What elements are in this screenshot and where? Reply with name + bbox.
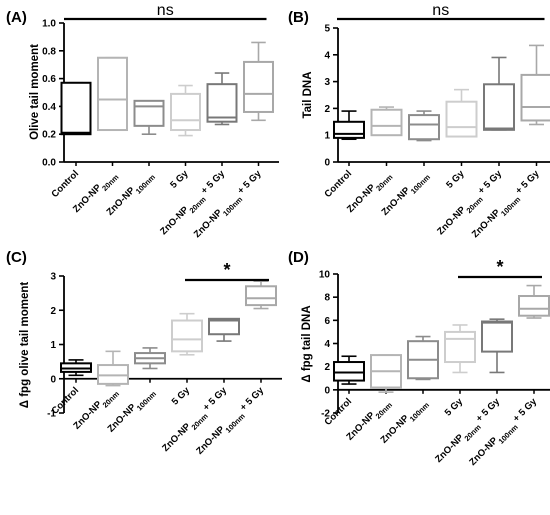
panel-letter: (B) (288, 9, 309, 26)
category-main-text: Control (322, 168, 354, 200)
box-iqr (97, 56, 128, 132)
y-tick-label: 6 (324, 316, 330, 327)
y-tick-label: -1 (47, 409, 56, 420)
significance-label: ns (157, 2, 174, 19)
category-main-text: 5 Gy (170, 385, 193, 408)
box-iqr (170, 92, 201, 132)
y-tick-label: 0 (50, 374, 56, 385)
y-tick-label: 3 (50, 272, 56, 283)
y-tick-label: 0.0 (42, 158, 56, 169)
box-iqr (245, 285, 277, 307)
y-tick-label: 0 (324, 385, 330, 396)
x-category-label: ZnO-NP20nm + 5 Gy (433, 396, 505, 468)
box-iqr (171, 319, 203, 353)
box-iqr (408, 114, 440, 141)
category-main-text: Control (49, 385, 81, 417)
x-category-label: ZnO-NP100nm + 5 Gy (194, 385, 269, 460)
y-tick-label: 1 (324, 131, 330, 142)
category-subscript-text: 100nm (134, 389, 157, 412)
category-subscript-text: 20nm (374, 172, 394, 192)
y-tick-label: 2 (50, 306, 56, 317)
significance-label: * (223, 260, 230, 280)
category-subscript-text: 20nm (100, 389, 120, 409)
y-tick-label: 1.0 (42, 19, 56, 30)
y-axis-label: Δ fpg olive tail moment (19, 282, 31, 409)
chart-panel-4: (D)Δ fpg tail DNA-20246810ControlZnO-NP2… (288, 249, 550, 471)
chart-panel-3: (C) Δ fpg olive tail moment -1 0 1 2 3 Control Z… (6, 249, 282, 460)
y-tick-label: 0 (324, 158, 330, 169)
category-tail-text: + 5 Gy (199, 385, 230, 416)
box-iqr (520, 73, 550, 122)
y-tick-label: 0.8 (42, 46, 56, 57)
category-tail-text: + 5 Gy (512, 168, 543, 199)
category-subscript-text: 100nm (407, 400, 430, 423)
category-tail-text: + 5 Gy (472, 396, 503, 427)
y-axis-label: Tail DNA (302, 71, 314, 118)
x-category-label: Control (49, 168, 81, 200)
category-tail-text: + 5 Gy (234, 168, 265, 199)
panel-letter: (A) (6, 9, 27, 26)
category-tail-text: + 5 Gy (236, 385, 267, 416)
box-iqr (370, 108, 403, 137)
y-tick-label: 0.2 (42, 130, 56, 141)
y-tick-label: 8 (324, 293, 330, 304)
category-subscript-text: 20nm (100, 172, 120, 192)
y-tick-label: 4 (324, 339, 330, 350)
y-tick-label: 4 (324, 50, 330, 61)
box-iqr (60, 81, 92, 136)
y-axis-label: Δ fpg tail DNA (301, 305, 313, 382)
box-iqr (444, 330, 476, 364)
y-tick-label: -2 (321, 409, 330, 420)
y-tick-label: 3 (324, 77, 330, 88)
box-iqr (133, 99, 165, 127)
chart-panel-2: (B)Tail DNA012345ControlZnO-NP20nmZnO-NP… (288, 2, 550, 243)
y-tick-label: 2 (324, 104, 330, 115)
box-iqr (445, 100, 478, 138)
box-iqr (333, 120, 365, 139)
y-tick-label: 0.4 (42, 102, 56, 113)
x-category-label: 5 Gy (168, 168, 191, 191)
box-iqr (333, 361, 365, 382)
box-iqr (206, 83, 238, 123)
x-category-label: 5 Gy (443, 396, 466, 419)
category-main-text: 5 Gy (443, 396, 466, 419)
box-iqr (243, 60, 274, 113)
x-category-label: 5 Gy (170, 385, 193, 408)
box-iqr (483, 83, 515, 131)
significance-label: * (496, 257, 503, 277)
x-category-label: Control (49, 385, 81, 417)
category-main-text: Control (49, 168, 81, 200)
panel-letter: (D) (288, 249, 309, 266)
x-category-label: Control (322, 168, 354, 200)
box-iqr (208, 317, 240, 336)
y-axis-label: Olive tail moment (29, 44, 41, 140)
x-category-label: ZnO-NP100nm + 5 Gy (192, 168, 267, 243)
x-category-label: ZnO-NP100nm + 5 Gy (467, 396, 542, 471)
panel-letter: (C) (6, 249, 27, 266)
category-main-text: 5 Gy (444, 168, 467, 191)
category-main-text: 5 Gy (168, 168, 191, 191)
category-subscript-text: 100nm (408, 172, 431, 195)
y-tick-label: 10 (319, 270, 331, 281)
category-subscript-text: 100nm (133, 172, 156, 195)
y-tick-label: 2 (324, 362, 330, 373)
category-subscript-text: 20nm (373, 400, 393, 420)
category-tail-text: + 5 Gy (474, 168, 505, 199)
category-tail-text: + 5 Gy (197, 168, 228, 199)
significance-label: ns (432, 2, 449, 19)
chart-panel-1: (A) Olive tail moment 0.0 0.2 0.4 0.6 0.8 1.0 Co… (6, 2, 279, 243)
x-category-label: ZnO-NP20nm + 5 Gy (435, 168, 507, 240)
category-tail-text: + 5 Gy (509, 396, 540, 427)
box-iqr (481, 320, 513, 353)
y-tick-label: 1 (50, 340, 56, 351)
y-tick-label: 0.6 (42, 74, 56, 85)
box-iqr (518, 295, 550, 317)
x-category-label: 5 Gy (444, 168, 467, 191)
x-category-label: ZnO-NP20nm + 5 Gy (160, 385, 232, 457)
x-category-label: ZnO-NP100nm + 5 Gy (470, 168, 545, 243)
y-tick-label: 5 (324, 24, 330, 35)
